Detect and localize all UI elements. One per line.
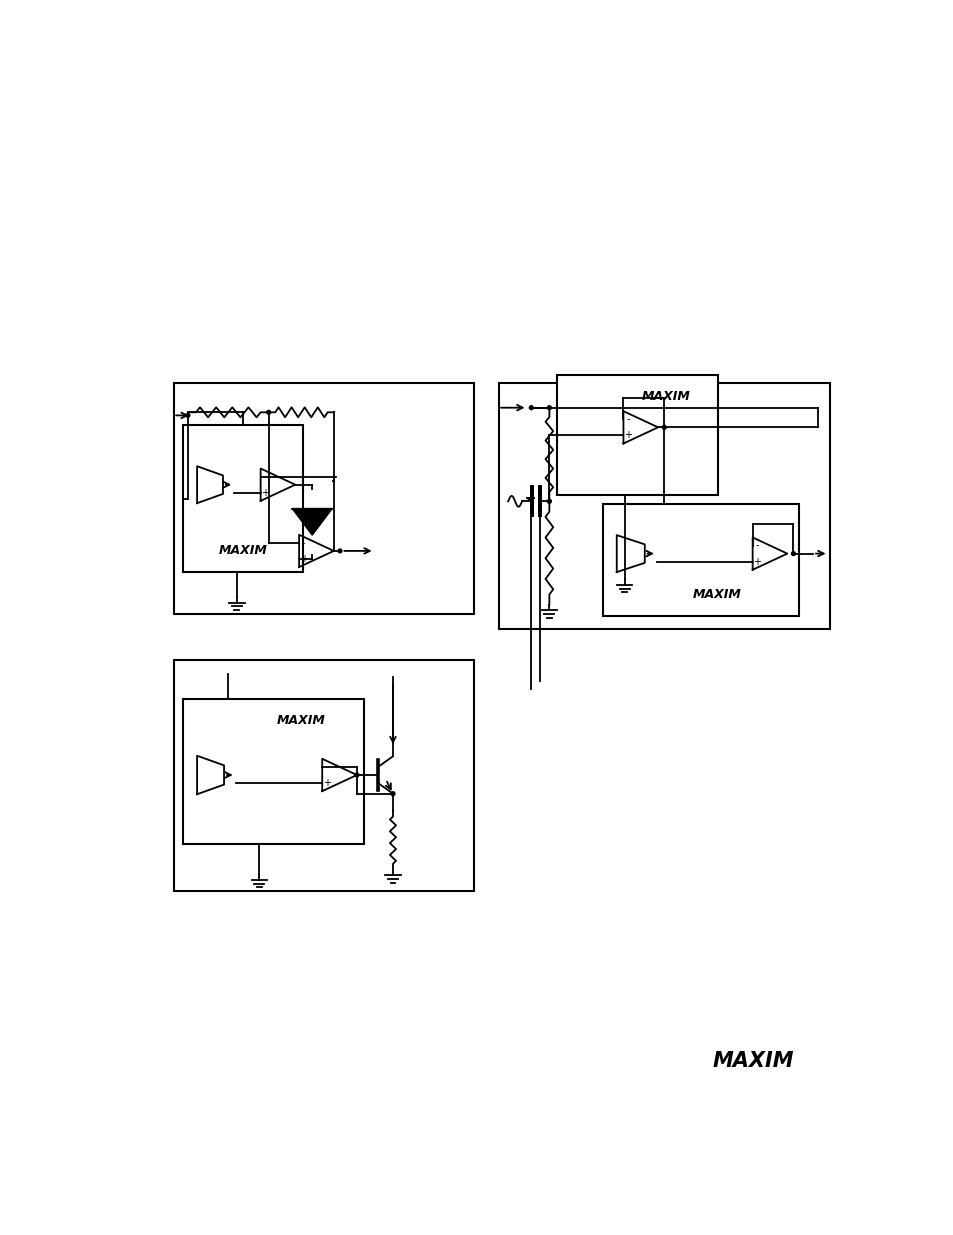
Circle shape xyxy=(547,406,551,410)
Circle shape xyxy=(355,773,358,777)
Circle shape xyxy=(547,499,551,503)
Polygon shape xyxy=(292,509,332,535)
Text: MAXIM: MAXIM xyxy=(712,1051,793,1071)
Text: -: - xyxy=(325,762,328,772)
Bar xyxy=(183,699,364,844)
Circle shape xyxy=(337,550,341,553)
Text: +: + xyxy=(322,778,331,788)
Text: +: + xyxy=(623,431,632,441)
Circle shape xyxy=(186,414,190,417)
Text: +: + xyxy=(753,557,760,567)
Text: MAXIM: MAXIM xyxy=(218,543,267,557)
Text: MAXIM: MAXIM xyxy=(276,714,325,727)
Circle shape xyxy=(529,406,533,410)
Text: +: + xyxy=(299,555,308,564)
Text: MAXIM: MAXIM xyxy=(641,390,690,404)
Text: -: - xyxy=(755,541,759,551)
Polygon shape xyxy=(526,498,534,501)
Bar xyxy=(173,661,474,892)
Bar xyxy=(557,375,718,495)
Circle shape xyxy=(391,792,395,795)
Text: -: - xyxy=(626,414,629,425)
Circle shape xyxy=(267,410,271,414)
Bar xyxy=(498,383,829,630)
Bar xyxy=(602,504,799,615)
Text: MAXIM: MAXIM xyxy=(692,588,740,600)
Text: -: - xyxy=(302,537,305,548)
Text: -: - xyxy=(263,472,267,482)
Circle shape xyxy=(791,552,795,556)
Circle shape xyxy=(661,425,665,430)
Bar xyxy=(183,425,302,572)
Text: +: + xyxy=(261,488,269,498)
Bar xyxy=(173,383,474,614)
